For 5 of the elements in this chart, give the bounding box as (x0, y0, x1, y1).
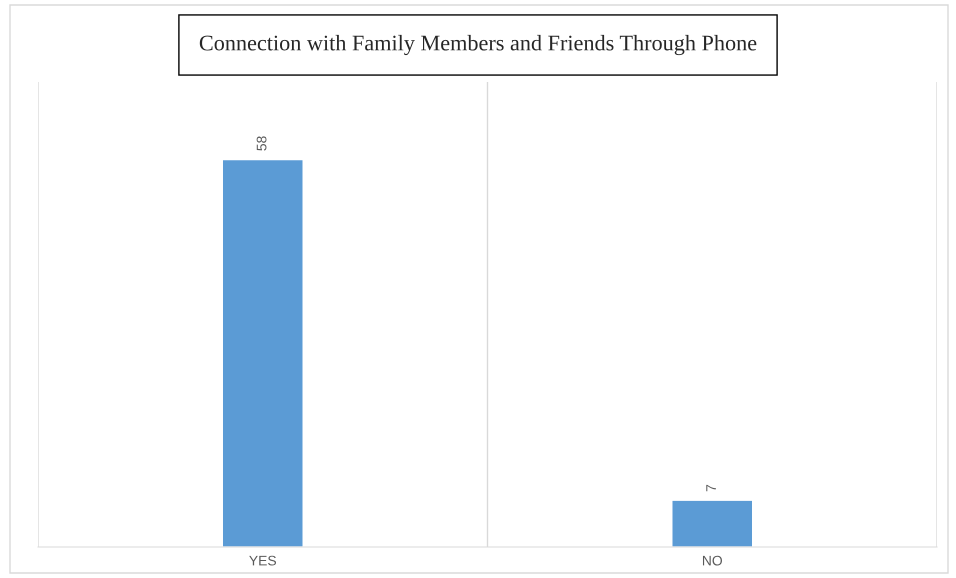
x-tick-label: NO (702, 556, 722, 566)
chart-title: Connection with Family Members and Friends Through Phone (200, 34, 756, 56)
data-label: 7 (706, 484, 716, 492)
x-tick-label: YES (249, 556, 276, 566)
data-label: 58 (256, 136, 266, 151)
